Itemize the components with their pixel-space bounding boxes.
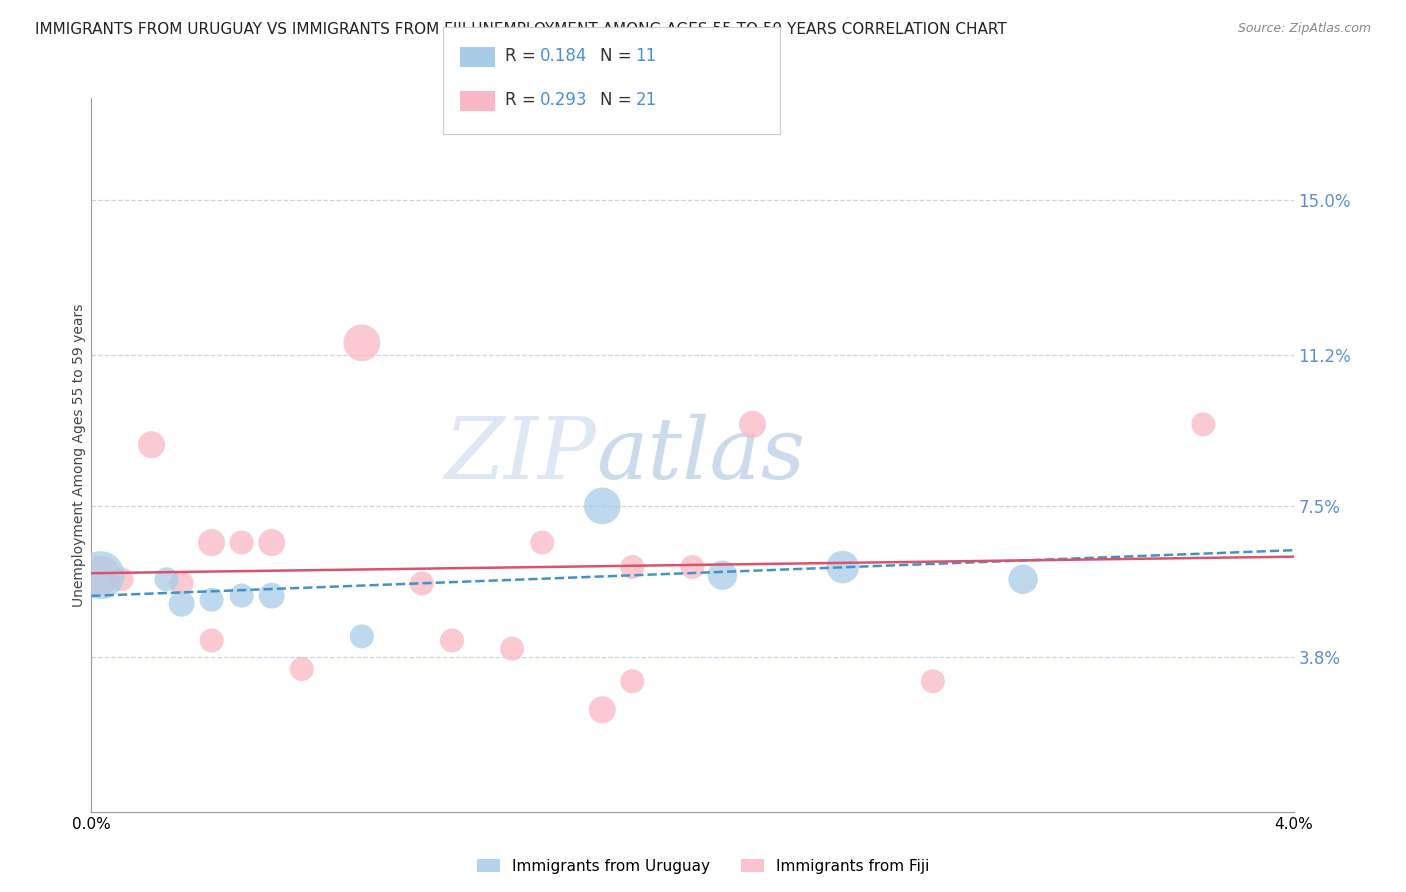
Point bbox=[260, 535, 283, 549]
Text: N =: N = bbox=[600, 91, 637, 109]
Text: IMMIGRANTS FROM URUGUAY VS IMMIGRANTS FROM FIJI UNEMPLOYMENT AMONG AGES 55 TO 59: IMMIGRANTS FROM URUGUAY VS IMMIGRANTS FR… bbox=[35, 22, 1007, 37]
Point bbox=[260, 589, 283, 603]
Point bbox=[291, 662, 314, 676]
Text: 0.293: 0.293 bbox=[540, 91, 588, 109]
Point bbox=[1012, 572, 1035, 586]
Point bbox=[170, 576, 193, 591]
Point bbox=[591, 703, 613, 717]
Text: Source: ZipAtlas.com: Source: ZipAtlas.com bbox=[1237, 22, 1371, 36]
Point bbox=[922, 674, 945, 689]
Point bbox=[411, 576, 433, 591]
Point bbox=[350, 629, 373, 643]
Point bbox=[231, 535, 253, 549]
Point bbox=[1192, 417, 1215, 432]
Point bbox=[831, 560, 853, 574]
Text: R =: R = bbox=[505, 91, 541, 109]
Text: 0.184: 0.184 bbox=[540, 47, 588, 65]
Legend: Immigrants from Uruguay, Immigrants from Fiji: Immigrants from Uruguay, Immigrants from… bbox=[471, 853, 935, 880]
Point bbox=[201, 535, 224, 549]
Text: ZIP: ZIP bbox=[444, 414, 596, 496]
Point bbox=[741, 417, 763, 432]
Point bbox=[170, 597, 193, 611]
Point bbox=[531, 535, 554, 549]
Text: 11: 11 bbox=[636, 47, 657, 65]
Point bbox=[440, 633, 463, 648]
Point bbox=[155, 572, 177, 586]
Y-axis label: Unemployment Among Ages 55 to 59 years: Unemployment Among Ages 55 to 59 years bbox=[72, 303, 86, 607]
Point bbox=[681, 560, 703, 574]
Point bbox=[231, 589, 253, 603]
Point bbox=[201, 633, 224, 648]
Text: N =: N = bbox=[600, 47, 637, 65]
Point bbox=[591, 499, 613, 513]
Point bbox=[201, 592, 224, 607]
Point bbox=[621, 560, 644, 574]
Point bbox=[501, 641, 523, 656]
Text: 21: 21 bbox=[636, 91, 657, 109]
Point bbox=[110, 572, 132, 586]
Point bbox=[141, 438, 163, 452]
Text: atlas: atlas bbox=[596, 414, 806, 496]
Point bbox=[711, 568, 734, 582]
Point bbox=[350, 335, 373, 350]
Text: R =: R = bbox=[505, 47, 541, 65]
Point bbox=[621, 674, 644, 689]
Point bbox=[89, 568, 111, 582]
Point bbox=[89, 568, 111, 582]
